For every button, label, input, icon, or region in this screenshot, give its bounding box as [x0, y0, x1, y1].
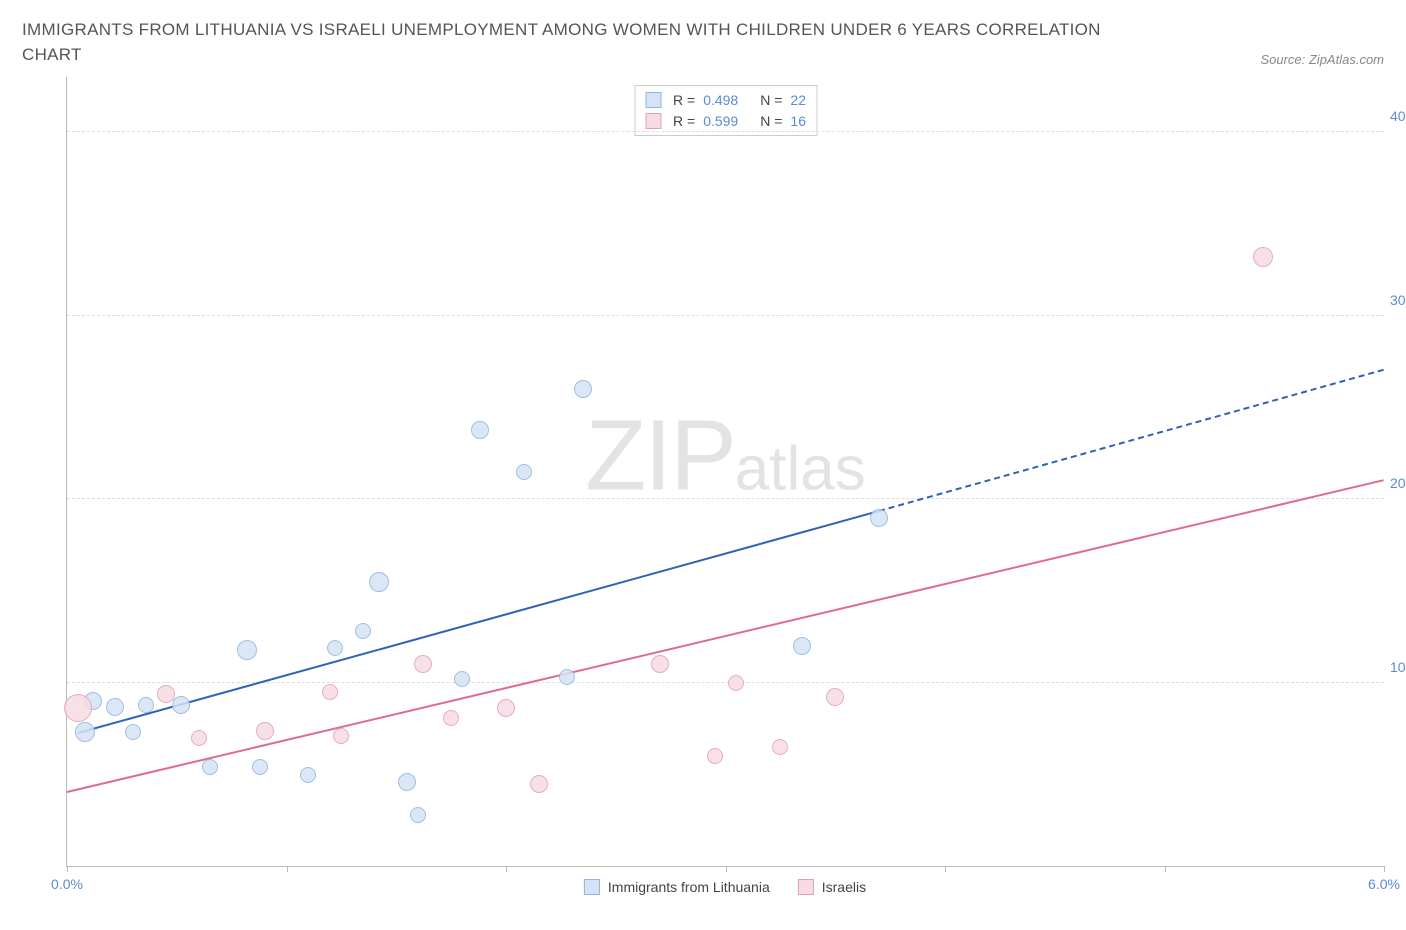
- data-point-lithuania: [237, 640, 257, 660]
- legend-item-israelis: Israelis: [798, 879, 866, 895]
- data-point-lithuania: [106, 698, 124, 716]
- data-point-lithuania: [870, 509, 888, 527]
- data-point-israelis: [728, 675, 744, 691]
- data-point-lithuania: [75, 722, 95, 742]
- x-tick: [287, 866, 288, 872]
- trend-line-extrapolated: [879, 369, 1384, 512]
- stat-label-n: N =: [760, 111, 782, 131]
- watermark: ZIPatlas: [585, 399, 866, 514]
- data-point-lithuania: [516, 464, 532, 480]
- data-point-israelis: [443, 710, 459, 726]
- data-point-israelis: [322, 684, 338, 700]
- data-point-israelis: [256, 722, 274, 740]
- chart-container: Unemployment Among Women with Children U…: [22, 77, 1384, 867]
- legend-label: Israelis: [822, 879, 866, 895]
- x-tick: [1165, 866, 1166, 872]
- legend-label: Immigrants from Lithuania: [608, 879, 770, 895]
- y-tick-label: 30.0%: [1390, 292, 1406, 308]
- stats-legend-box: R = 0.498 N = 22 R = 0.599 N = 16: [634, 85, 817, 136]
- data-point-israelis: [707, 748, 723, 764]
- x-tick: [1384, 866, 1385, 872]
- x-tick-label: 0.0%: [51, 876, 83, 892]
- stat-label-r: R =: [673, 111, 695, 131]
- data-point-lithuania: [471, 421, 489, 439]
- x-tick: [506, 866, 507, 872]
- data-point-israelis: [772, 739, 788, 755]
- data-point-lithuania: [559, 669, 575, 685]
- stat-value-n: 16: [790, 111, 806, 131]
- data-point-lithuania: [300, 767, 316, 783]
- gridline: [67, 131, 1384, 132]
- watermark-small: atlas: [735, 435, 866, 504]
- y-tick-label: 10.0%: [1390, 659, 1406, 675]
- data-point-lithuania: [574, 380, 592, 398]
- data-point-israelis: [414, 655, 432, 673]
- data-point-lithuania: [125, 724, 141, 740]
- legend-swatch-icon: [645, 92, 661, 108]
- data-point-israelis: [333, 728, 349, 744]
- x-tick-label: 6.0%: [1368, 876, 1400, 892]
- data-point-lithuania: [252, 759, 268, 775]
- data-point-israelis: [530, 775, 548, 793]
- stat-value-r: 0.498: [703, 90, 738, 110]
- data-point-israelis: [64, 694, 92, 722]
- data-point-lithuania: [172, 696, 190, 714]
- y-tick-label: 20.0%: [1390, 475, 1406, 491]
- x-tick: [67, 866, 68, 872]
- stat-label-r: R =: [673, 90, 695, 110]
- legend-swatch-icon: [645, 113, 661, 129]
- gridline: [67, 315, 1384, 316]
- data-point-israelis: [191, 730, 207, 746]
- data-point-lithuania: [327, 640, 343, 656]
- plot-area: ZIPatlas R =0.498N =22R =0.599N =16 10.0…: [66, 77, 1384, 867]
- data-point-lithuania: [410, 807, 426, 823]
- bottom-legend: Immigrants from Lithuania Israelis: [584, 879, 866, 895]
- x-tick: [945, 866, 946, 872]
- data-point-lithuania: [369, 572, 389, 592]
- data-point-lithuania: [202, 759, 218, 775]
- stat-value-r: 0.599: [703, 111, 738, 131]
- data-point-israelis: [651, 655, 669, 673]
- data-point-lithuania: [793, 637, 811, 655]
- legend-item-lithuania: Immigrants from Lithuania: [584, 879, 770, 895]
- trend-line: [67, 479, 1384, 793]
- trend-line: [78, 510, 880, 734]
- watermark-big: ZIP: [585, 400, 735, 512]
- stats-row-lithuania: R = 0.498 N = 22: [645, 90, 806, 110]
- data-point-lithuania: [454, 671, 470, 687]
- x-tick: [726, 866, 727, 872]
- data-point-lithuania: [138, 697, 154, 713]
- legend-swatch-icon: [798, 879, 814, 895]
- stat-label-n: N =: [760, 90, 782, 110]
- chart-title: IMMIGRANTS FROM LITHUANIA VS ISRAELI UNE…: [22, 18, 1122, 67]
- legend-swatch-icon: [584, 879, 600, 895]
- data-point-israelis: [826, 688, 844, 706]
- data-point-israelis: [497, 699, 515, 717]
- data-point-lithuania: [355, 623, 371, 639]
- data-point-israelis: [157, 685, 175, 703]
- data-point-lithuania: [398, 773, 416, 791]
- stat-value-n: 22: [790, 90, 806, 110]
- data-point-israelis: [1253, 247, 1273, 267]
- source-attribution: Source: ZipAtlas.com: [1260, 52, 1384, 67]
- gridline: [67, 498, 1384, 499]
- stats-row-israelis: R = 0.599 N = 16: [645, 111, 806, 131]
- y-tick-label: 40.0%: [1390, 108, 1406, 124]
